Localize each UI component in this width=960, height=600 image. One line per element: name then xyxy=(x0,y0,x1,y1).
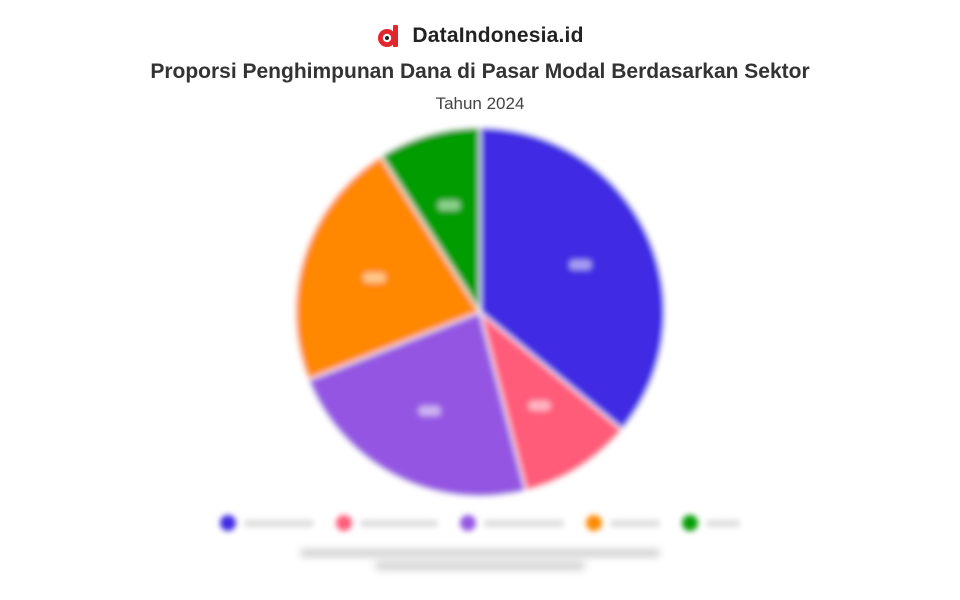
pie-slice-5[interactable] xyxy=(379,125,481,316)
legend-item-1[interactable] xyxy=(220,515,314,531)
brand-header: DataIndonesia.id xyxy=(0,20,960,52)
legend-swatch xyxy=(336,515,352,531)
source-note xyxy=(295,544,665,578)
chart-title: Proporsi Penghimpunan Dana di Pasar Moda… xyxy=(150,60,810,83)
pie-slice-1[interactable] xyxy=(479,125,666,432)
legend-label xyxy=(610,519,660,527)
legend-label xyxy=(706,519,740,527)
legend-item-2[interactable] xyxy=(336,515,438,531)
legend-swatch xyxy=(220,515,236,531)
legend-swatch xyxy=(586,515,602,531)
legend-swatch xyxy=(682,515,698,531)
pie-slice-label-3 xyxy=(418,405,441,416)
pie-slice-2[interactable] xyxy=(478,309,624,493)
legend-label xyxy=(244,519,314,527)
pie-slice-3[interactable] xyxy=(306,310,528,498)
legend-item-3[interactable] xyxy=(460,515,564,531)
pie-slice-label-2 xyxy=(528,400,551,411)
chart-subtitle: Tahun 2024 xyxy=(435,94,525,113)
legend-item-5[interactable] xyxy=(682,515,740,531)
pie-slice-label-5 xyxy=(438,200,461,211)
pie-slice-label-4 xyxy=(363,272,386,283)
brand-name: DataIndonesia.id xyxy=(412,24,584,47)
chart-legend xyxy=(0,510,960,536)
legend-swatch xyxy=(460,515,476,531)
pie-slice-label-1 xyxy=(569,259,592,270)
pie-slice-4[interactable] xyxy=(294,154,482,382)
legend-item-4[interactable] xyxy=(586,515,660,531)
legend-label xyxy=(484,519,564,527)
legend-label xyxy=(360,519,438,527)
dataindonesia-logo-icon xyxy=(378,25,399,47)
